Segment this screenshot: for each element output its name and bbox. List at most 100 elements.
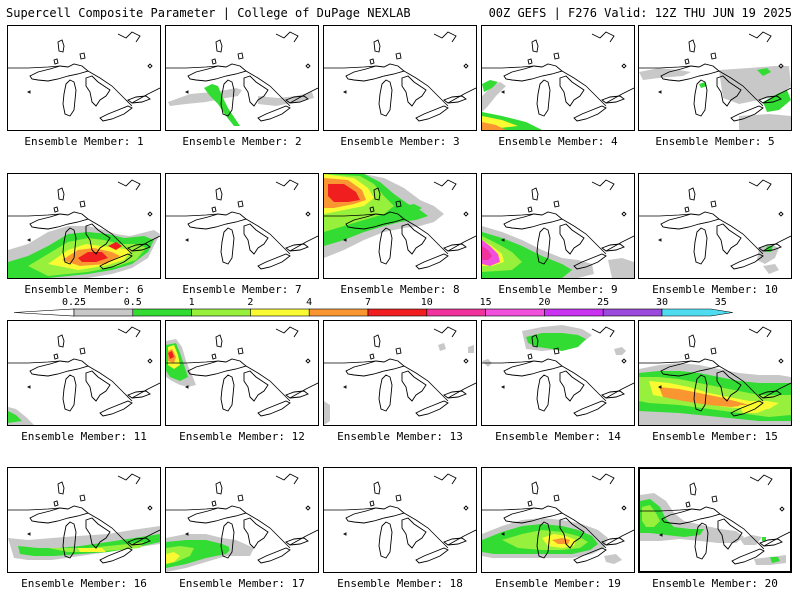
ensemble-map-17 (165, 467, 319, 573)
small-lake-outline (26, 90, 31, 94)
border-line (166, 360, 318, 402)
lake-outline (443, 243, 467, 252)
lake-outline (79, 52, 86, 60)
ensemble-member-label: Ensemble Member: 1 (24, 135, 144, 148)
legend-color-swatch (544, 308, 604, 317)
scp-shading (482, 246, 492, 260)
legend-tick-label: 4 (306, 297, 313, 308)
lake-outline (57, 39, 65, 53)
small-lake-outline (184, 532, 189, 536)
small-lake-outline (26, 532, 31, 536)
border-line (482, 360, 634, 402)
scp-shading (482, 82, 506, 112)
scp-shading (324, 401, 330, 425)
ensemble-member-label: Ensemble Member: 8 (340, 283, 460, 296)
lake-outline (257, 400, 291, 417)
lake-outline (243, 370, 269, 402)
scp-shading (757, 244, 779, 264)
legend-color-swatch (485, 308, 545, 317)
small-lake-outline (657, 238, 662, 242)
lake-outline (187, 505, 247, 524)
lake-outline (553, 494, 560, 502)
lake-outline (53, 58, 59, 65)
lake-outline (573, 547, 607, 564)
small-lake-outline (184, 385, 189, 389)
lake-outline (62, 227, 77, 265)
ensemble-map-18 (323, 467, 477, 573)
lake-outline (591, 473, 615, 485)
lake-outline (693, 227, 708, 265)
border-line (639, 65, 791, 107)
lake-outline (237, 494, 244, 502)
small-lake-outline (500, 385, 505, 389)
lake-outline (689, 482, 697, 496)
map-canvas (324, 174, 476, 270)
lake-outline (601, 537, 625, 546)
lake-outline (395, 52, 402, 60)
lake-outline (85, 75, 111, 107)
small-lake-outline (342, 238, 347, 242)
border-line (166, 65, 318, 107)
border-line (8, 360, 160, 402)
lake-outline (694, 522, 709, 560)
legend-tick-label: 10 (420, 297, 433, 308)
map-canvas (166, 179, 318, 270)
lake-outline (433, 326, 457, 338)
lake-outline (187, 63, 247, 82)
lake-outline (243, 517, 269, 549)
lake-outline (748, 179, 772, 191)
small-lake-outline (463, 358, 469, 364)
scp-shading (770, 557, 780, 563)
lake-outline (29, 211, 89, 230)
legend-tick-label: 15 (479, 297, 492, 308)
lake-outline (693, 374, 708, 412)
ensemble-member-label: Ensemble Member: 9 (498, 283, 618, 296)
scp-shading (168, 88, 242, 106)
lake-outline (688, 187, 696, 201)
legend-color-swatch (602, 308, 663, 317)
lake-outline (536, 79, 551, 117)
scp-shading (739, 114, 791, 130)
lake-outline (62, 374, 77, 412)
ensemble-map-10 (638, 173, 792, 279)
map-canvas (482, 325, 634, 417)
border-line (8, 65, 160, 107)
lake-outline (433, 179, 457, 191)
scp-shading (482, 122, 506, 130)
scp-shading (754, 555, 786, 565)
lake-outline (373, 39, 381, 53)
scp-shading (604, 554, 622, 564)
lake-outline (220, 374, 235, 412)
lake-outline (415, 400, 449, 417)
lake-outline (601, 95, 625, 104)
lake-outline (660, 358, 720, 377)
small-lake-outline (500, 238, 505, 242)
lake-outline (62, 521, 77, 559)
scp-shading (258, 92, 314, 106)
lake-outline (127, 537, 151, 546)
legend-tick-label: 0.5 (123, 297, 142, 308)
model-run-info: 00Z GEFS | F276 Valid: 12Z THU JUN 19 20… (488, 6, 792, 20)
scp-shading (740, 535, 762, 545)
lake-outline (369, 500, 375, 507)
lake-outline (211, 206, 217, 213)
lake-outline (127, 95, 151, 104)
ensemble-map-6 (7, 173, 161, 279)
small-lake-outline (147, 358, 153, 364)
lake-outline (257, 547, 291, 564)
ensemble-member-label: Ensemble Member: 17 (179, 577, 305, 590)
legend-left-arrow (13, 308, 75, 317)
lake-outline (711, 495, 718, 503)
lake-outline (395, 200, 402, 208)
lake-outline (257, 105, 291, 122)
border-line (324, 507, 476, 549)
lake-outline (758, 95, 782, 104)
lake-outline (215, 334, 223, 348)
border-line (639, 360, 791, 402)
lake-outline (117, 326, 141, 338)
small-lake-outline (342, 532, 347, 536)
lake-outline (710, 347, 717, 355)
scp-shading (204, 84, 240, 126)
small-lake-outline (621, 211, 627, 217)
lake-outline (573, 105, 607, 122)
